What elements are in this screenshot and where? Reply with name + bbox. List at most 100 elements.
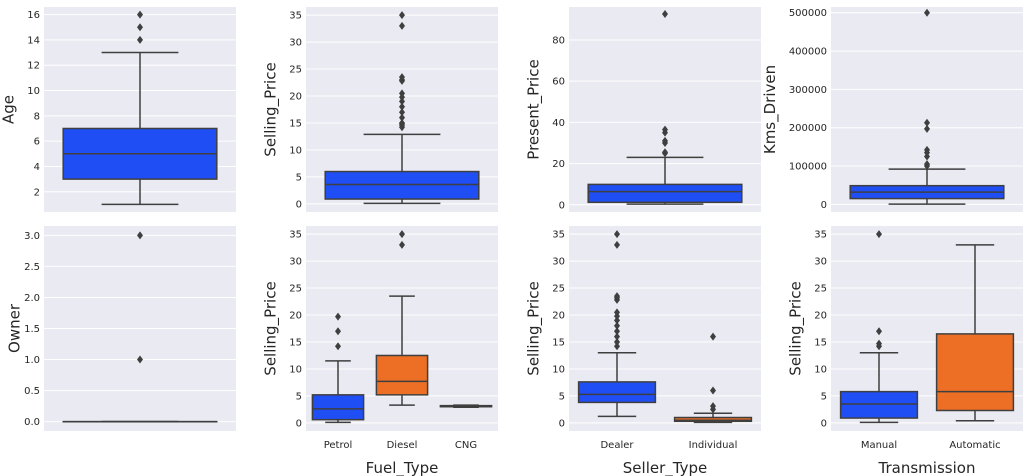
outlier-point (710, 332, 716, 341)
outlier-point (399, 89, 405, 98)
y-tick-label: 2.0 (24, 293, 40, 304)
x-axis-label: Fuel_Type (366, 459, 439, 476)
y-tick-label: 10 (289, 364, 302, 375)
outlier-point (614, 240, 620, 249)
y-tick-label: 0 (296, 418, 302, 429)
outlier-point (399, 102, 405, 111)
outlier-point (137, 355, 143, 364)
outlier-point (614, 316, 620, 325)
y-tick-label: 14 (27, 35, 40, 46)
y-tick-label: 0.0 (24, 417, 40, 428)
outlier-point (335, 342, 341, 351)
iqr-box (839, 390, 919, 419)
y-axis-label: Present_Price (524, 59, 543, 159)
outlier-point (924, 124, 930, 133)
x-tick-label: Automatic (949, 440, 1000, 451)
outlier-point (876, 339, 882, 348)
panel-4: 0 100000 200000 300000 400000 500000 Kms_Drive… (761, 7, 1023, 212)
y-axis-label: Selling_Price (261, 62, 280, 156)
iqr-box (673, 416, 753, 423)
y-tick-label: 1.5 (24, 324, 40, 335)
box-cng (439, 404, 493, 409)
y-axis-label: Selling_Price (786, 281, 805, 375)
outlier-point (614, 342, 620, 351)
y-tick-label: 15 (289, 337, 302, 348)
outlier-point (662, 10, 668, 19)
outlier-point (614, 327, 620, 336)
x-tick-label: Manual (861, 440, 897, 451)
outlier-point (137, 231, 143, 240)
box-petrol (311, 312, 365, 424)
y-tick-label: 2 (34, 187, 40, 198)
y-tick-label: 10 (552, 364, 565, 375)
y-tick-label: 35 (814, 230, 827, 241)
outlier-point (335, 327, 341, 336)
y-tick-label: 30 (289, 38, 302, 49)
outlier-point (399, 97, 405, 106)
panel-1: 2 4 6 8 10 12 14 16 Age (0, 7, 236, 212)
y-tick-label: 2.5 (24, 262, 40, 273)
x-tick-label: CNG (455, 440, 477, 451)
outlier-point (614, 308, 620, 317)
outlier-point (614, 321, 620, 330)
outlier-point (710, 402, 716, 411)
y-tick-label: 20 (814, 311, 827, 322)
outlier-point (137, 35, 143, 44)
iqr-box (935, 333, 1015, 412)
outlier-point (399, 240, 405, 249)
y-tick-label: 500000 (789, 8, 827, 19)
y-tick-label: 1.0 (24, 355, 40, 366)
box-series (324, 11, 480, 205)
y-tick-label: 200000 (789, 123, 827, 134)
outlier-point (662, 136, 668, 145)
outlier-point (399, 113, 405, 122)
y-tick-label: 60 (552, 77, 565, 88)
y-tick-label: 0 (821, 200, 827, 211)
box-diesel (375, 230, 429, 406)
x-axis-label: Transmission (878, 459, 976, 476)
y-tick-label: 10 (27, 86, 40, 97)
y-tick-label: 6 (34, 137, 40, 148)
y-tick-label: 400000 (789, 47, 827, 58)
outlier-point (614, 332, 620, 341)
iqr-box (311, 394, 365, 421)
y-tick-label: 16 (27, 10, 40, 21)
panel-6: 0 5 10 15 20 25 30 35 Selling_Price Fuel_Type Petr… (261, 226, 498, 476)
outlier-point (876, 230, 882, 239)
panel-3: 0 20 40 60 80 Present_Price (524, 7, 761, 212)
x-tick-label: Dealer (600, 440, 634, 451)
box-series (62, 10, 218, 206)
y-tick-label: 10 (814, 364, 827, 375)
outlier-point (924, 160, 930, 169)
outlier-point (924, 118, 930, 127)
panel-7: 0 5 10 15 20 25 30 35 Selling_Price Seller_Type De… (524, 226, 761, 476)
y-tick-label: 15 (552, 337, 565, 348)
y-tick-label: 30 (552, 257, 565, 268)
y-tick-label: 5 (296, 391, 302, 402)
outlier-point (662, 125, 668, 134)
x-axis-label: Seller_Type (623, 459, 707, 476)
outlier-point (710, 386, 716, 395)
outlier-point (399, 73, 405, 82)
y-tick-label: 30 (814, 257, 827, 268)
iqr-box (587, 183, 743, 204)
y-tick-label: 35 (552, 230, 565, 241)
y-tick-label: 3.0 (24, 231, 40, 242)
y-tick-label: 35 (289, 11, 302, 22)
y-axis-label: Age (0, 95, 17, 124)
iqr-box (324, 170, 480, 200)
outlier-point (924, 8, 930, 17)
iqr-box (375, 354, 429, 396)
box-individual (673, 332, 753, 424)
y-tick-label: 25 (289, 284, 302, 295)
y-tick-label: 35 (289, 230, 302, 241)
x-tick-label: Petrol (324, 440, 353, 451)
y-tick-label: 30 (289, 257, 302, 268)
y-tick-label: 25 (289, 65, 302, 76)
panel-5: 0.0 0.5 1.0 1.5 2.0 2.5 3.0 Owner (6, 226, 236, 431)
y-axis-label: Selling_Price (261, 281, 280, 375)
panel-2: 0 5 10 15 20 25 30 35 Selling_Price (261, 7, 498, 212)
box-manual (839, 230, 919, 424)
y-tick-label: 0 (821, 418, 827, 429)
